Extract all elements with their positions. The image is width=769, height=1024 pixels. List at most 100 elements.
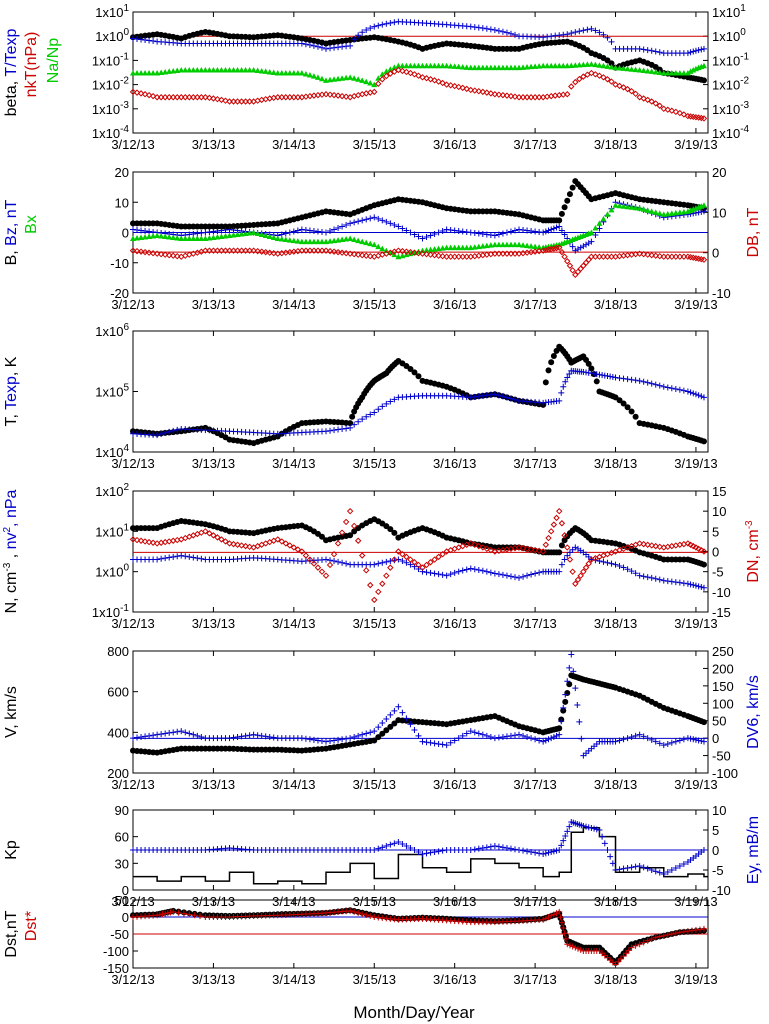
data-point-beta-red xyxy=(379,76,386,83)
data-point-beta-green xyxy=(479,64,486,71)
data-point-bfield-blue xyxy=(290,228,297,235)
data-point-speed-blue xyxy=(158,731,165,738)
data-point-speed-blue xyxy=(687,735,694,742)
data-point-speed-blue xyxy=(146,732,153,739)
data-point-bfield-red xyxy=(561,253,568,260)
data-point-density-red xyxy=(467,540,474,547)
x-tick-label: 3/15/13 xyxy=(353,137,396,152)
data-point-beta-blue xyxy=(355,32,362,39)
data-point-beta-green xyxy=(548,62,555,69)
data-point-density-red xyxy=(358,552,366,559)
data-point-density-black xyxy=(556,549,563,556)
data-point-bfield-red xyxy=(153,250,161,257)
y-tick-label: 50 xyxy=(115,893,129,908)
data-point-beta-green xyxy=(310,73,317,79)
data-point-speed-blue xyxy=(560,704,567,711)
data-point-density-black xyxy=(318,533,325,540)
data-point-beta-green xyxy=(270,69,277,75)
data-point-bfield-red xyxy=(129,247,137,254)
data-point-beta-blue xyxy=(700,45,707,52)
data-point-bfield-black xyxy=(564,197,571,204)
data-point-temp-blue xyxy=(375,406,382,413)
data-point-density-blue xyxy=(387,558,394,565)
data-point-speed-blue xyxy=(415,732,422,739)
data-point-bfield-blue xyxy=(294,227,301,234)
data-point-kp-blue xyxy=(407,845,414,851)
data-point-speed-blue xyxy=(439,741,446,748)
data-point-temp-blue xyxy=(495,392,502,399)
y-tick-label: -150 xyxy=(103,961,129,976)
data-point-density-red xyxy=(585,560,592,567)
y-label-left-part: N, cm xyxy=(3,572,20,614)
data-point-bfield-red xyxy=(558,248,566,256)
data-point-temp-blue xyxy=(379,403,386,410)
data-point-bfield-blue xyxy=(487,232,494,239)
data-point-temp-black xyxy=(620,400,627,407)
data-point-bfield-blue xyxy=(596,225,603,232)
data-point-speed-blue xyxy=(262,733,269,740)
data-point-density-red xyxy=(648,542,655,549)
data-point-density-blue xyxy=(528,571,535,578)
y-tick-label-right: -50 xyxy=(712,749,731,764)
data-point-temp-blue xyxy=(174,426,181,433)
data-point-beta-red xyxy=(202,94,209,101)
data-point-density-red xyxy=(395,548,402,555)
data-point-beta-red xyxy=(600,74,607,81)
data-point-density-blue xyxy=(503,572,510,579)
data-point-bfield-red xyxy=(270,249,277,257)
data-point-temp-blue xyxy=(664,384,671,391)
data-point-density-black xyxy=(558,542,565,549)
data-point-beta-green xyxy=(503,64,510,71)
data-point-beta-green xyxy=(246,67,253,73)
data-point-temp-blue xyxy=(668,385,675,392)
data-point-beta-green xyxy=(596,62,603,68)
data-point-beta-green xyxy=(314,74,321,80)
data-point-beta-green xyxy=(640,67,647,73)
data-point-beta-red xyxy=(395,66,402,74)
data-point-speed-blue xyxy=(343,735,350,742)
data-point-density-blue xyxy=(431,570,438,577)
data-point-beta-green xyxy=(182,67,189,73)
data-point-bfield-red xyxy=(542,246,550,254)
data-point-beta-green xyxy=(298,70,305,76)
data-point-beta-green xyxy=(138,70,145,76)
data-point-kp-blue xyxy=(668,867,675,873)
data-point-beta-green xyxy=(680,70,687,76)
data-point-bfield-green xyxy=(528,243,535,249)
data-point-bfield-blue xyxy=(146,228,153,235)
data-point-beta-red xyxy=(218,96,225,104)
data-point-speed-blue xyxy=(695,737,702,744)
data-point-bfield-red xyxy=(545,246,552,253)
data-point-bfield-black xyxy=(561,204,568,211)
data-point-speed-blue xyxy=(435,740,442,747)
data-point-dst-red xyxy=(620,953,627,960)
data-point-density-red xyxy=(133,536,141,544)
data-point-beta-red xyxy=(612,81,619,88)
data-point-beta-green xyxy=(628,66,635,72)
data-point-speed-blue xyxy=(395,703,402,710)
data-point-bfield-blue xyxy=(577,244,584,251)
data-point-density-blue xyxy=(451,569,458,576)
data-point-beta-green xyxy=(608,64,615,70)
y-tick-label-right: 1x101 xyxy=(712,3,746,20)
data-point-density-red xyxy=(644,541,651,548)
data-point-bfield-green xyxy=(182,235,189,242)
data-point-kp-blue xyxy=(423,850,430,857)
data-point-beta-blue xyxy=(347,42,354,49)
data-point-bfield-blue xyxy=(574,246,581,253)
data-point-dst-red xyxy=(623,950,630,957)
data-point-beta-blue xyxy=(323,45,330,52)
data-point-bfield-green xyxy=(274,235,281,242)
x-tick-label: 3/16/13 xyxy=(433,297,476,312)
data-point-beta-red xyxy=(620,84,627,91)
data-point-density-blue xyxy=(423,569,430,576)
data-point-beta-black xyxy=(608,60,615,67)
data-point-density-blue xyxy=(190,554,197,561)
data-point-beta-green xyxy=(302,70,309,77)
x-tick-label: 3/15/13 xyxy=(353,297,396,312)
data-point-temp-blue xyxy=(170,427,177,434)
data-point-bfield-red xyxy=(553,244,560,252)
data-point-density-blue xyxy=(174,553,181,560)
y-tick-label: -20 xyxy=(110,286,129,301)
data-point-kp-blue xyxy=(652,868,659,875)
